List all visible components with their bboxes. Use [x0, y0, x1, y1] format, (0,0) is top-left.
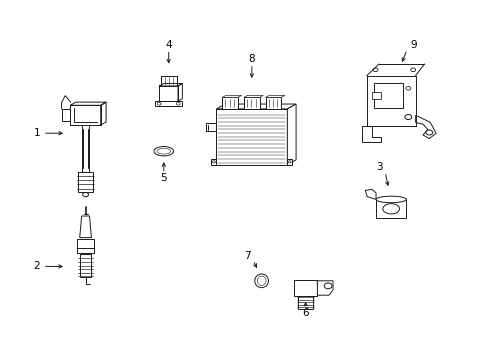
- Text: 5: 5: [160, 173, 167, 183]
- Circle shape: [157, 102, 161, 105]
- Bar: [70, 105, 101, 125]
- Ellipse shape: [254, 274, 268, 288]
- Circle shape: [176, 102, 180, 105]
- Bar: [293, 280, 317, 296]
- Circle shape: [212, 161, 215, 163]
- Text: 7: 7: [243, 251, 250, 261]
- Polygon shape: [265, 95, 284, 97]
- Circle shape: [324, 283, 331, 289]
- Bar: [78, 172, 93, 192]
- Bar: [287, 159, 291, 165]
- Bar: [77, 239, 94, 253]
- Bar: [61, 109, 70, 121]
- Polygon shape: [216, 104, 296, 109]
- Bar: [161, 76, 176, 86]
- Circle shape: [372, 68, 377, 72]
- Bar: [375, 199, 406, 218]
- Polygon shape: [287, 104, 296, 165]
- Polygon shape: [365, 189, 375, 199]
- Bar: [265, 97, 281, 109]
- Bar: [159, 86, 178, 101]
- Bar: [373, 83, 403, 108]
- Bar: [205, 123, 216, 131]
- Text: 2: 2: [33, 261, 40, 271]
- Ellipse shape: [375, 196, 406, 203]
- Polygon shape: [317, 281, 332, 295]
- Text: 3: 3: [375, 162, 382, 172]
- Polygon shape: [415, 115, 435, 139]
- Ellipse shape: [382, 204, 399, 214]
- Polygon shape: [80, 216, 91, 238]
- Polygon shape: [361, 126, 381, 142]
- Circle shape: [405, 86, 410, 90]
- Text: 4: 4: [165, 40, 172, 50]
- Bar: [81, 125, 89, 172]
- Circle shape: [288, 161, 290, 163]
- Circle shape: [410, 68, 415, 72]
- Bar: [216, 109, 287, 165]
- Polygon shape: [244, 95, 263, 97]
- Bar: [155, 101, 182, 106]
- Polygon shape: [222, 95, 241, 97]
- Text: 9: 9: [409, 40, 416, 50]
- Bar: [244, 97, 259, 109]
- Circle shape: [82, 192, 88, 197]
- Text: 6: 6: [302, 308, 308, 318]
- Ellipse shape: [157, 148, 170, 154]
- Circle shape: [425, 130, 432, 135]
- Bar: [298, 296, 312, 309]
- Bar: [222, 97, 238, 109]
- Circle shape: [404, 114, 411, 120]
- Ellipse shape: [154, 147, 173, 156]
- Ellipse shape: [257, 276, 265, 285]
- Bar: [80, 254, 91, 277]
- Bar: [211, 159, 216, 165]
- Text: 1: 1: [33, 128, 40, 138]
- Bar: [371, 92, 381, 99]
- Text: 8: 8: [248, 54, 255, 64]
